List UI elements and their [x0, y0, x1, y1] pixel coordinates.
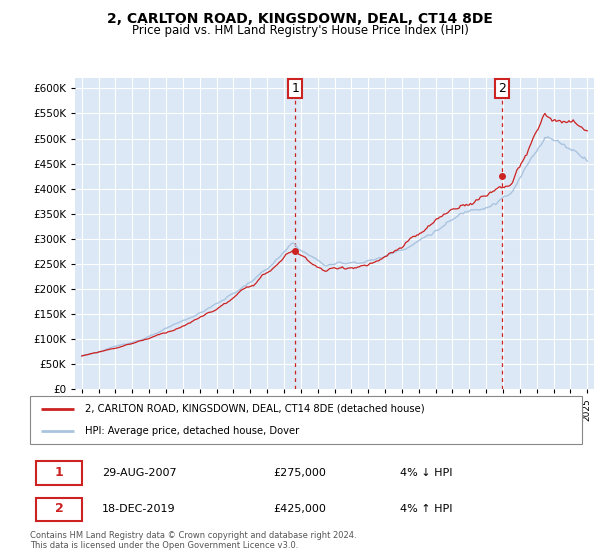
Text: 29-AUG-2007: 29-AUG-2007	[102, 468, 176, 478]
Text: 2: 2	[499, 82, 506, 95]
Text: 4% ↑ HPI: 4% ↑ HPI	[400, 504, 452, 514]
Text: 2: 2	[55, 502, 64, 515]
Text: 1: 1	[55, 466, 64, 479]
Text: £275,000: £275,000	[273, 468, 326, 478]
Text: Price paid vs. HM Land Registry's House Price Index (HPI): Price paid vs. HM Land Registry's House …	[131, 24, 469, 36]
FancyBboxPatch shape	[35, 498, 82, 521]
FancyBboxPatch shape	[35, 461, 82, 485]
Text: This data is licensed under the Open Government Licence v3.0.: This data is licensed under the Open Gov…	[30, 541, 298, 550]
Text: 4% ↓ HPI: 4% ↓ HPI	[400, 468, 452, 478]
Text: Contains HM Land Registry data © Crown copyright and database right 2024.: Contains HM Land Registry data © Crown c…	[30, 531, 356, 540]
Text: HPI: Average price, detached house, Dover: HPI: Average price, detached house, Dove…	[85, 426, 299, 436]
Text: 18-DEC-2019: 18-DEC-2019	[102, 504, 175, 514]
Text: 2, CARLTON ROAD, KINGSDOWN, DEAL, CT14 8DE (detached house): 2, CARLTON ROAD, KINGSDOWN, DEAL, CT14 8…	[85, 404, 425, 414]
Text: £425,000: £425,000	[273, 504, 326, 514]
FancyBboxPatch shape	[30, 396, 582, 444]
Text: 2, CARLTON ROAD, KINGSDOWN, DEAL, CT14 8DE: 2, CARLTON ROAD, KINGSDOWN, DEAL, CT14 8…	[107, 12, 493, 26]
Text: 1: 1	[292, 82, 299, 95]
